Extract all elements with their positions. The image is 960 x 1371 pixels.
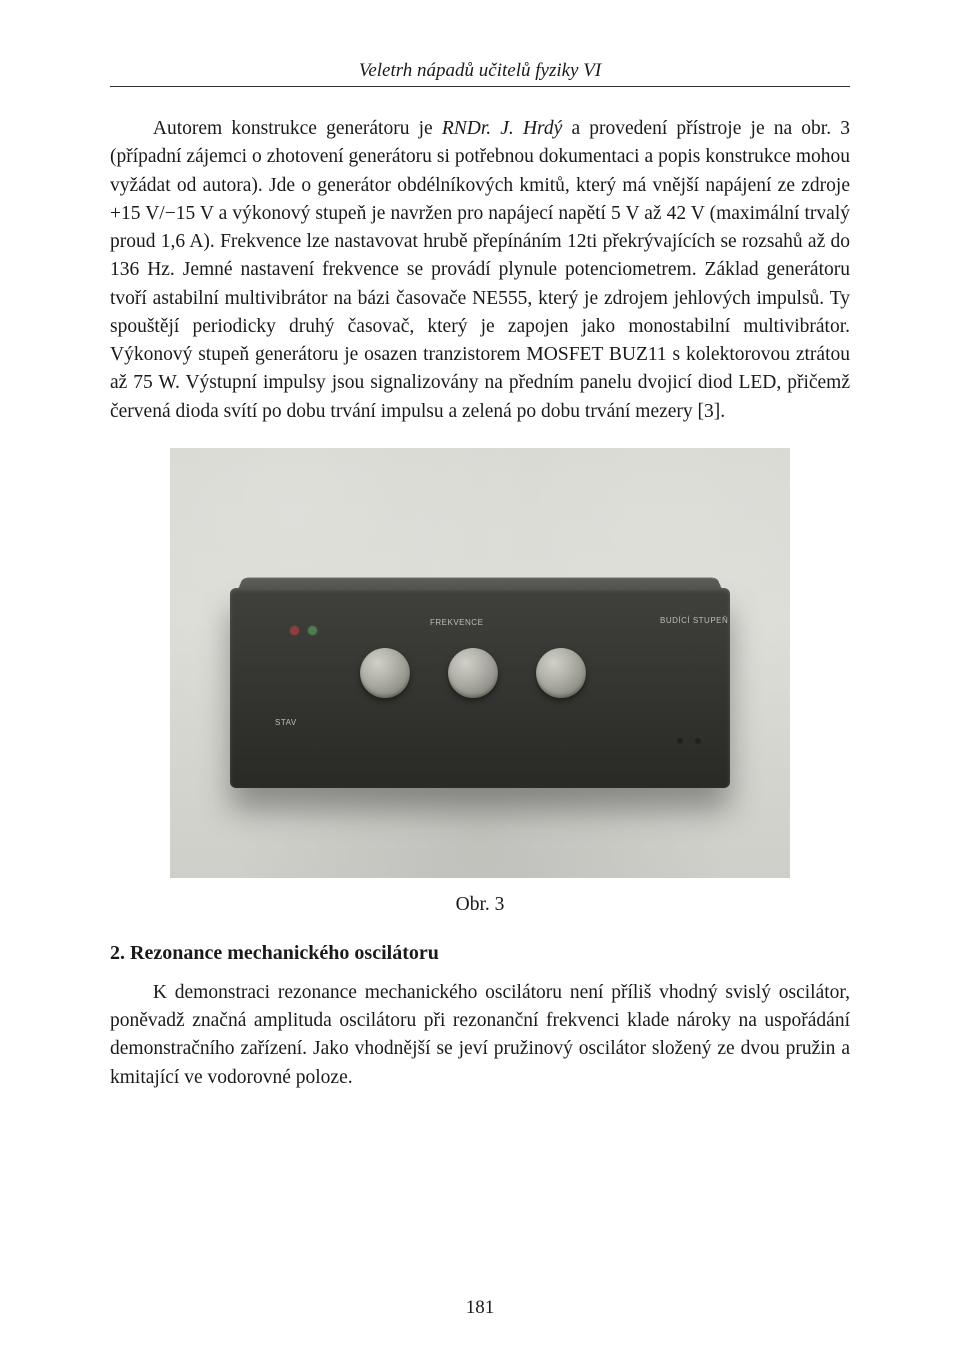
knob-1 (360, 648, 410, 698)
figure-3: FREKVENCE BUDÍCÍ STUPEŇ STAV Obr. 3 (170, 448, 790, 916)
knob-2 (448, 648, 498, 698)
para1-author: RNDr. J. Hrdý (442, 118, 563, 139)
panel-jack-1 (677, 738, 683, 744)
page-number: 181 (0, 1297, 960, 1319)
panel-label-stav: STAV (275, 718, 297, 727)
para1-rest: a provedení přístroje je na obr. 3 (příp… (110, 118, 850, 422)
knob-3 (536, 648, 586, 698)
section-2-heading: 2. Rezonance mechanického oscilátoru (110, 942, 850, 965)
panel-label-frekvence: FREKVENCE (430, 618, 483, 627)
led-green-icon (308, 626, 317, 635)
running-header: Veletrh nápadů učitelů fyziky VI (110, 60, 850, 87)
panel-jack-2 (695, 738, 701, 744)
section-2-paragraph: K demonstraci rezonance mechanického osc… (110, 979, 850, 1092)
panel-label-stupen: BUDÍCÍ STUPEŇ (660, 616, 728, 625)
figure-photo: FREKVENCE BUDÍCÍ STUPEŇ STAV (170, 448, 790, 878)
led-red-icon (290, 626, 299, 635)
figure-caption: Obr. 3 (170, 894, 790, 916)
para1-lead: Autorem konstrukce generátoru je (153, 118, 442, 139)
paragraph-1: Autorem konstrukce generátoru je RNDr. J… (110, 115, 850, 426)
